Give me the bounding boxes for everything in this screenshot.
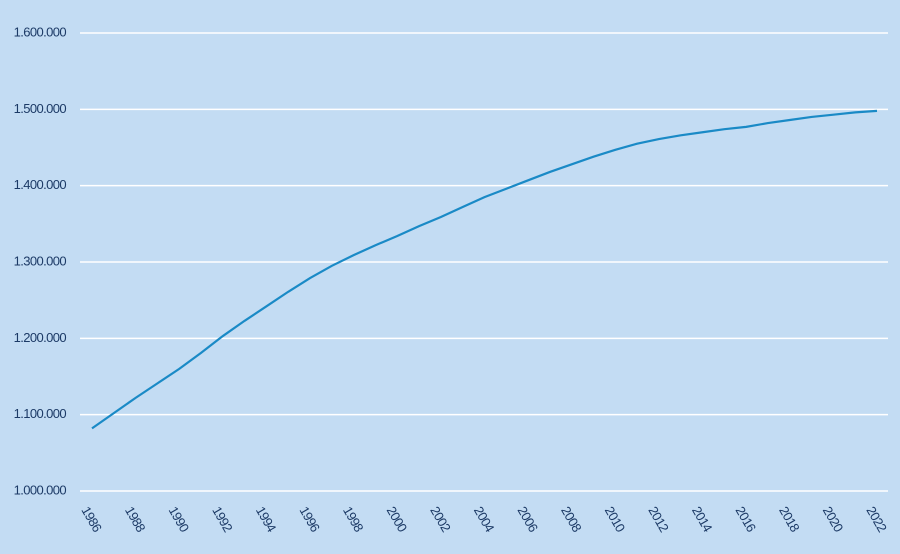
y-tick-label: 1.500.000 — [14, 101, 67, 116]
x-tick-label: 1992 — [209, 504, 235, 535]
x-tick-label: 2006 — [515, 504, 541, 535]
x-tick-label: 2004 — [471, 504, 497, 535]
y-tick-label: 1.400.000 — [14, 177, 67, 192]
y-tick-label: 1.000.000 — [14, 482, 67, 497]
x-tick-label: 2014 — [689, 504, 715, 535]
x-tick-label: 2018 — [776, 504, 802, 535]
x-tick-label: 2010 — [602, 504, 628, 535]
data-line — [91, 109, 878, 430]
x-tick-label: 1994 — [253, 504, 279, 535]
x-tick-label: 1996 — [296, 504, 322, 535]
x-tick-label: 1988 — [122, 504, 148, 535]
y-tick-label: 1.200.000 — [14, 330, 67, 345]
x-tick-label: 1990 — [166, 504, 192, 535]
y-tick-label: 1.100.000 — [14, 406, 67, 421]
y-tick-label: 1.300.000 — [14, 253, 67, 268]
x-tick-label: 2020 — [820, 504, 846, 535]
x-tick-label: 2008 — [558, 504, 584, 535]
x-tick-label: 2000 — [384, 504, 410, 535]
x-tick-label: 2002 — [427, 504, 453, 535]
x-tick-label: 2022 — [863, 504, 889, 535]
x-tick-label: 1998 — [340, 504, 366, 535]
x-tick-label: 1986 — [78, 504, 104, 535]
x-tick-label: 2012 — [645, 504, 671, 535]
y-tick-label: 1.600.000 — [14, 24, 67, 39]
x-tick-label: 2016 — [733, 504, 759, 535]
